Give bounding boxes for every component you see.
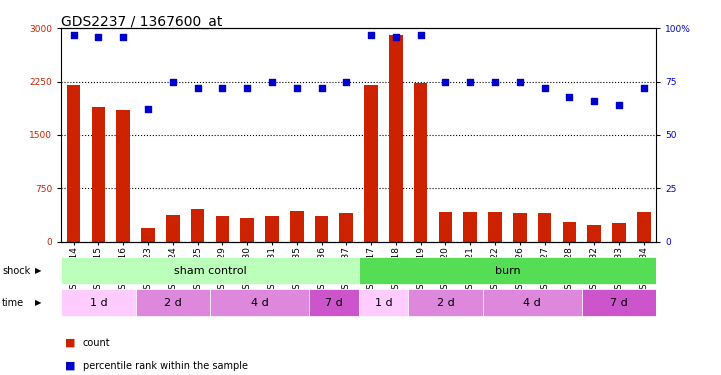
Point [514, 79, 526, 85]
Bar [240, 217, 254, 242]
Text: GDS2237 / 1367600_at: GDS2237 / 1367600_at [61, 15, 223, 29]
Bar [67, 85, 81, 242]
Text: 7 d: 7 d [325, 298, 342, 308]
Bar [588, 225, 601, 242]
Point [118, 34, 129, 40]
Point [588, 98, 600, 104]
Text: ■: ■ [65, 361, 76, 370]
Bar [309, 290, 359, 316]
Point [291, 85, 303, 91]
Point [440, 79, 451, 85]
Point [266, 79, 278, 85]
Bar [464, 212, 477, 242]
Bar [210, 290, 309, 316]
Text: ▶: ▶ [35, 298, 41, 307]
Text: percentile rank within the sample: percentile rank within the sample [83, 361, 248, 370]
Point [464, 79, 476, 85]
Bar [61, 257, 359, 284]
Bar [191, 209, 205, 242]
Point [366, 32, 377, 38]
Bar [340, 213, 353, 242]
Bar [136, 290, 210, 316]
Bar [92, 106, 105, 242]
Point [390, 34, 402, 40]
Bar [488, 212, 502, 242]
Point [93, 34, 105, 40]
Text: 4 d: 4 d [523, 298, 541, 308]
Bar [166, 215, 180, 242]
Bar [359, 257, 656, 284]
Bar [364, 85, 378, 242]
Text: 1 d: 1 d [375, 298, 392, 308]
Bar [414, 83, 428, 242]
Text: 7 d: 7 d [610, 298, 628, 308]
Bar [582, 290, 656, 316]
Text: shock: shock [2, 266, 30, 276]
Point [192, 85, 203, 91]
Bar [116, 110, 130, 242]
Bar [562, 222, 576, 242]
Bar [290, 211, 304, 242]
Bar [612, 223, 626, 242]
Bar [141, 228, 155, 242]
Text: sham control: sham control [174, 266, 247, 276]
Point [242, 85, 253, 91]
Bar [61, 290, 136, 316]
Point [68, 32, 79, 38]
Text: 4 d: 4 d [251, 298, 268, 308]
Text: 2 d: 2 d [164, 298, 182, 308]
Point [415, 32, 426, 38]
Bar [314, 216, 328, 242]
Point [613, 102, 624, 108]
Text: ■: ■ [65, 338, 76, 348]
Text: ▶: ▶ [35, 266, 41, 275]
Text: count: count [83, 338, 110, 348]
Bar [408, 290, 482, 316]
Point [167, 79, 179, 85]
Bar [538, 213, 552, 242]
Point [142, 106, 154, 112]
Text: burn: burn [495, 266, 521, 276]
Point [490, 79, 501, 85]
Bar [359, 290, 408, 316]
Text: time: time [2, 298, 25, 308]
Point [638, 85, 650, 91]
Point [316, 85, 327, 91]
Point [340, 79, 352, 85]
Point [216, 85, 228, 91]
Point [564, 93, 575, 99]
Text: 1 d: 1 d [89, 298, 107, 308]
Bar [389, 35, 403, 242]
Bar [482, 290, 582, 316]
Bar [216, 216, 229, 242]
Bar [637, 212, 650, 242]
Bar [265, 216, 279, 242]
Text: 2 d: 2 d [437, 298, 454, 308]
Bar [513, 213, 526, 242]
Bar [438, 212, 452, 242]
Point [539, 85, 550, 91]
